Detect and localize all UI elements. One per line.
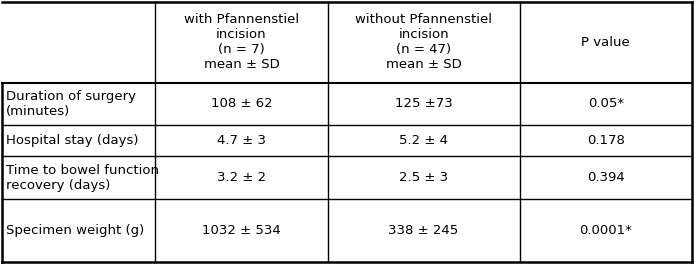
Text: 0.05*: 0.05*	[588, 97, 624, 110]
Text: Time to bowel function
recovery (days): Time to bowel function recovery (days)	[6, 163, 159, 191]
Text: 0.178: 0.178	[587, 134, 625, 147]
Text: Hospital stay (days): Hospital stay (days)	[6, 134, 139, 147]
Text: 0.394: 0.394	[587, 171, 625, 184]
Text: with Pfannenstiel
incision
(n = 7)
mean ± SD: with Pfannenstiel incision (n = 7) mean …	[184, 13, 299, 71]
Text: 338 ± 245: 338 ± 245	[389, 224, 459, 237]
Text: P value: P value	[582, 36, 630, 49]
Text: Duration of surgery
(minutes): Duration of surgery (minutes)	[6, 90, 136, 118]
Text: 2.5 ± 3: 2.5 ± 3	[399, 171, 448, 184]
Text: 1032 ± 534: 1032 ± 534	[202, 224, 281, 237]
Text: 125 ±73: 125 ±73	[395, 97, 452, 110]
Text: 108 ± 62: 108 ± 62	[210, 97, 272, 110]
Text: 0.0001*: 0.0001*	[579, 224, 632, 237]
Text: 5.2 ± 4: 5.2 ± 4	[399, 134, 448, 147]
Text: Specimen weight (g): Specimen weight (g)	[6, 224, 144, 237]
Text: 3.2 ± 2: 3.2 ± 2	[217, 171, 266, 184]
Text: 4.7 ± 3: 4.7 ± 3	[217, 134, 266, 147]
Text: without Pfannenstiel
incision
(n = 47)
mean ± SD: without Pfannenstiel incision (n = 47) m…	[355, 13, 492, 71]
